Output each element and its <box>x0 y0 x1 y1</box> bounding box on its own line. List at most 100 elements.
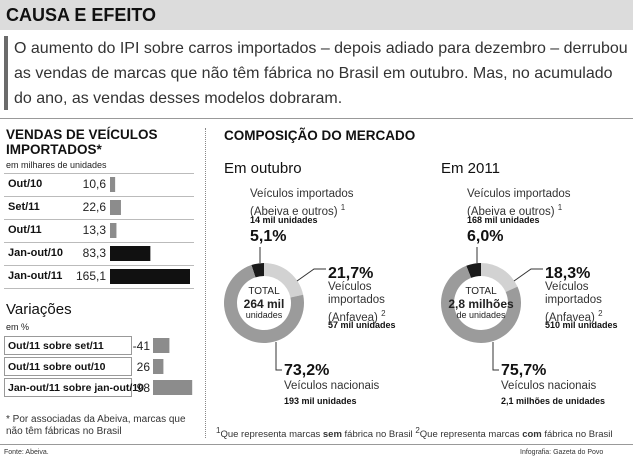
unit-label: 2,1 milhões de unidades <box>501 396 606 406</box>
center-value: 264 mil <box>243 297 285 311</box>
slice-name-text: Veículos importados (Anfavea) <box>545 281 602 324</box>
note-ref: 2 <box>598 309 603 318</box>
note-ref: 1 <box>340 203 346 212</box>
unit-label: 168 mil unidades <box>467 215 540 225</box>
header-band <box>0 0 633 30</box>
slice-name-text: Veículos nacionais <box>284 380 380 392</box>
bar <box>110 200 121 215</box>
row-label: Out/11 <box>8 224 42 236</box>
row-line <box>4 242 194 243</box>
pie-title: Em 2011 <box>441 160 500 177</box>
row-label: Jan-out/11 sobre jan-out/10 <box>8 382 144 394</box>
header-title: CAUSA E EFEITO <box>6 5 157 25</box>
slice-name: Veículos nacionais <box>284 380 424 393</box>
note-text: Que representa marcas <box>419 429 523 441</box>
divider <box>205 128 206 438</box>
row-label: Out/10 <box>8 178 43 190</box>
value-label: 165,1 <box>75 269 106 283</box>
footnote: * Por associadas da Abeiva, marcas que n… <box>6 414 186 437</box>
value-label: 13,3 <box>82 223 106 237</box>
center-value: 2,8 milhões <box>448 297 514 311</box>
value-label: 98 <box>136 381 150 395</box>
row-line <box>4 288 194 289</box>
slice-name: Veículos importados (Anfavea) 2 <box>328 281 400 325</box>
row-line <box>4 196 194 197</box>
value-label: 5,1% <box>250 228 287 245</box>
bar <box>110 246 151 261</box>
row-line <box>4 265 194 266</box>
row-label: Out/11 sobre out/10 <box>8 361 106 373</box>
note-text: fábrica no Brasil <box>541 429 613 441</box>
pie-title: Em outubro <box>224 160 302 177</box>
unit-label: 14 mil unidades <box>250 215 318 225</box>
note-ref: 1 <box>557 203 563 212</box>
slice-name-text: Veículos importados (Abeiva e outros) <box>250 188 354 218</box>
source: Fonte: Abeiva. <box>4 449 49 456</box>
section-title: COMPOSIÇÃO DO MERCADO <box>224 128 416 143</box>
value-label: 18,3% <box>545 265 591 282</box>
bar <box>110 177 116 192</box>
chart-subtitle: em milhares de unidades <box>6 160 107 170</box>
row-line <box>4 219 194 220</box>
value-label: 83,3 <box>82 246 106 260</box>
leader-line <box>275 342 282 371</box>
slice-name: Veículos nacionais <box>501 380 633 393</box>
value-label: 10,6 <box>82 177 106 191</box>
bar <box>153 338 170 353</box>
pie-slice <box>251 263 264 278</box>
row-label: Jan-out/11 <box>8 270 63 282</box>
divider <box>0 118 633 119</box>
leader-line <box>492 342 499 371</box>
divider <box>0 444 633 445</box>
slice-name: Veículos importados (Anfavea) 2 <box>545 281 617 325</box>
row-box <box>4 357 132 376</box>
credit: Infografia: Gazeta do Povo <box>520 449 604 456</box>
pie-slice <box>441 265 521 343</box>
intro-text: O aumento do IPI sobre carros importados… <box>14 40 628 107</box>
row-label: Set/11 <box>8 201 40 213</box>
value-label: -41 <box>132 339 150 353</box>
row-box <box>4 378 132 397</box>
pie-slice <box>224 265 304 343</box>
intro-bar <box>4 36 8 110</box>
slice-name-text: Veículos importados (Abeiva e outros) <box>467 188 571 218</box>
chart-title: VENDAS DE VEÍCULOS IMPORTADOS* <box>6 127 158 157</box>
slice-name-text: Veículos importados (Anfavea) <box>328 281 385 324</box>
row-box <box>4 336 132 355</box>
note-ref: 2 <box>415 426 420 435</box>
chart-subtitle: em % <box>6 322 30 332</box>
value-label: 26 <box>136 360 150 374</box>
pie-slice <box>481 263 518 292</box>
row-line <box>4 173 194 174</box>
center-unit: unidades <box>245 310 283 320</box>
slice-name-text: Veículos nacionais <box>501 380 597 392</box>
chart-title: Variações <box>6 301 72 318</box>
slice-name: Veículos importados (Abeiva e outros) 1 <box>467 188 597 219</box>
leader-line <box>296 268 326 282</box>
value-label: 75,7% <box>501 362 547 379</box>
row-label: Out/11 sobre set/11 <box>8 340 104 352</box>
pie-slice <box>264 263 304 298</box>
unit-label: 57 mil unidades <box>328 320 396 330</box>
note-text: com <box>522 429 542 441</box>
note-text: sem <box>322 429 342 441</box>
center-label: TOTAL <box>465 286 497 297</box>
footnote: 1Que representa marcas sem fábrica no Br… <box>216 426 613 440</box>
note-ref: 1 <box>216 426 221 435</box>
note-text: Que representa marcas <box>220 429 323 441</box>
value-label: 22,6 <box>82 200 106 214</box>
unit-label: 193 mil unidades <box>284 396 357 406</box>
value-label: 73,2% <box>284 362 330 379</box>
slice-name: Veículos importados (Abeiva e outros) 1 <box>250 188 380 219</box>
center-label: TOTAL <box>248 286 280 297</box>
center-unit: de unidades <box>456 310 506 320</box>
note-ref: 2 <box>381 309 386 318</box>
value-label: 6,0% <box>467 228 504 245</box>
bar <box>153 359 164 374</box>
bar <box>153 380 193 395</box>
unit-label: 510 mil unidades <box>545 320 618 330</box>
bar <box>110 269 190 284</box>
note-text: fábrica no Brasil <box>341 429 413 441</box>
leader-line <box>513 268 543 282</box>
